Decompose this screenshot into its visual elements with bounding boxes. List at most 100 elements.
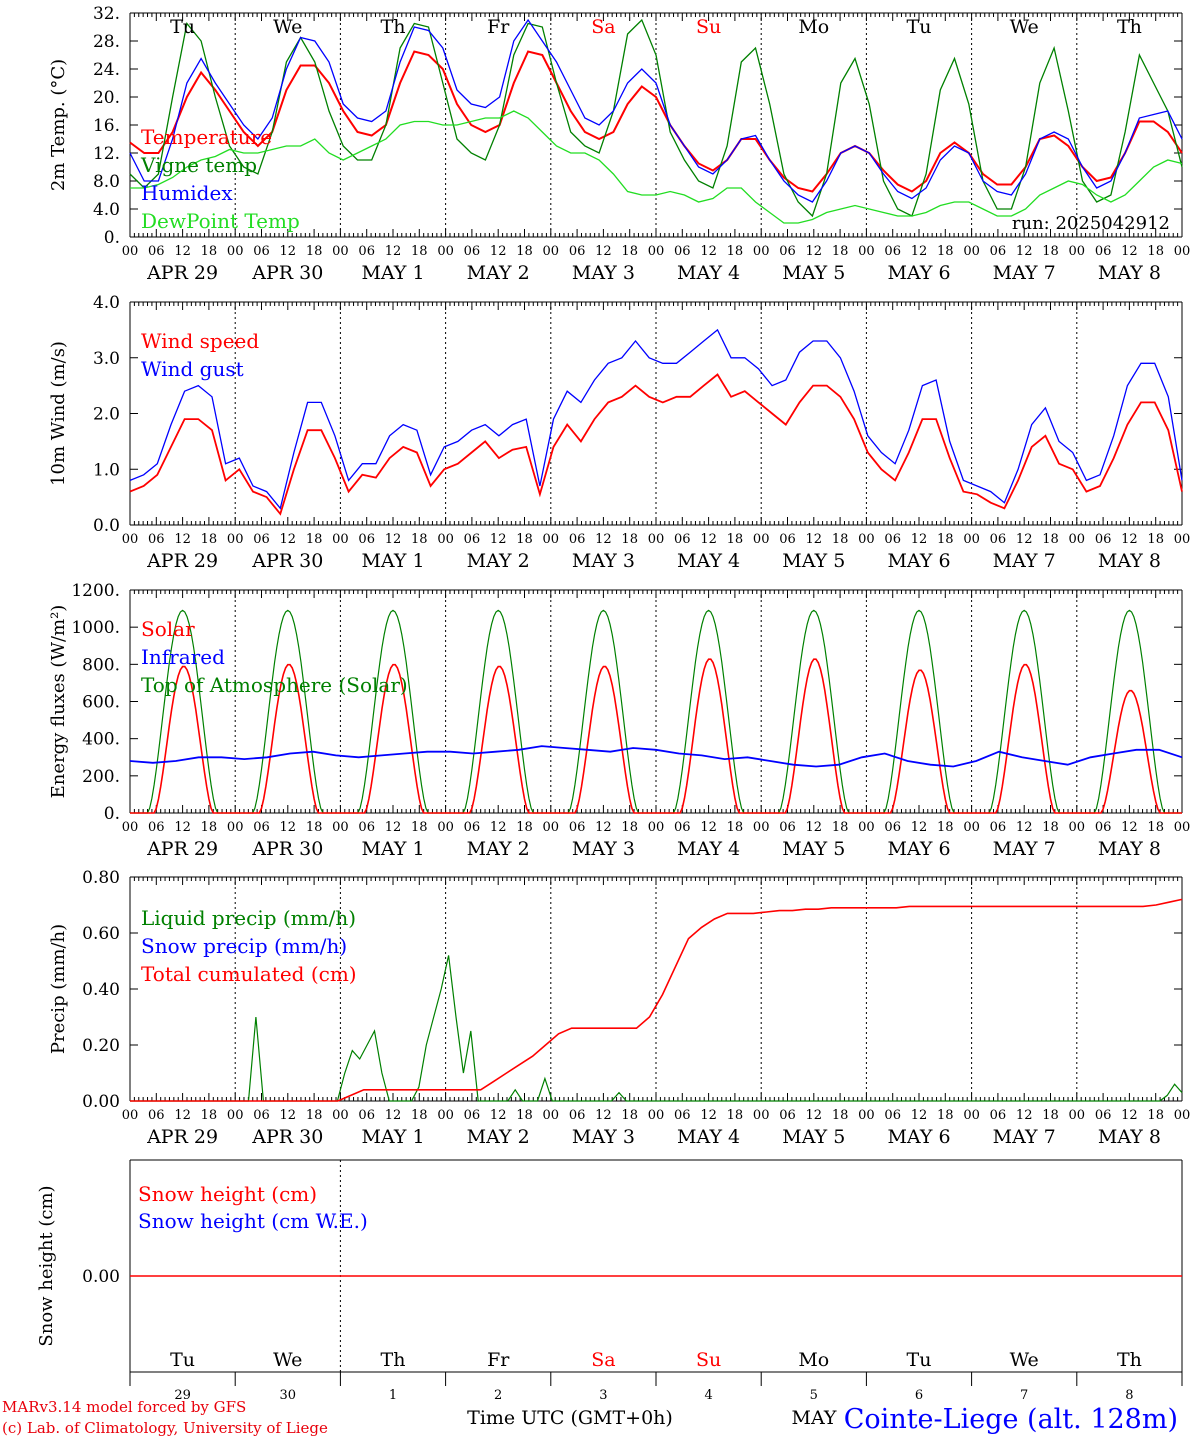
hour-tick-label: 18	[1042, 244, 1059, 259]
hour-tick-label: 12	[595, 244, 612, 259]
date-label: MAY 7	[993, 1126, 1056, 1148]
hour-tick-label: 06	[884, 532, 901, 547]
hour-tick-label: 18	[411, 244, 428, 259]
hour-tick-label: 12	[280, 820, 297, 835]
legend-entry: Liquid precip (mm/h)	[141, 906, 356, 930]
y-tick-label: 600.	[82, 693, 120, 713]
hour-tick-label: 06	[569, 244, 586, 259]
y-tick-label: 0.	[104, 804, 120, 824]
series-line-infrared	[129, 745, 1183, 768]
date-label: APR 30	[251, 550, 323, 572]
panel-1: 00 06 12 18 APR 29 00 06 12 18 APR 30 00 06 12 18 MAY …	[48, 4, 1190, 284]
hour-tick-label: 12	[1121, 820, 1138, 835]
series-line-solar	[130, 658, 1182, 814]
day-of-week-label: Su	[696, 1349, 721, 1371]
series-line-humidex	[129, 18, 1183, 203]
date-label: MAY 1	[361, 1126, 424, 1148]
date-label: MAY 8	[1098, 838, 1161, 860]
series-line-wind-gust	[129, 328, 1183, 510]
hour-tick-label: 06	[990, 820, 1007, 835]
hour-tick-label: 12	[700, 1108, 717, 1123]
run-annotation: run: 2025042912	[1012, 213, 1170, 234]
hour-tick-label: 06	[1095, 1108, 1112, 1123]
hour-tick-label: 00	[543, 820, 560, 835]
hour-tick-label: 00	[332, 820, 349, 835]
hour-tick-label: 12	[174, 532, 191, 547]
day-of-week-label: Tu	[170, 1349, 195, 1371]
date-label: MAY 6	[887, 262, 950, 284]
hour-tick-label: 18	[306, 820, 323, 835]
hour-tick-label: 00	[963, 532, 980, 547]
hour-tick-label: 00	[963, 820, 980, 835]
day-of-week-label: Mo	[798, 1349, 829, 1371]
date-label: MAY 5	[782, 262, 845, 284]
hour-tick-label: 12	[700, 820, 717, 835]
hour-tick-label: 06	[884, 244, 901, 259]
date-label: MAY 5	[782, 838, 845, 860]
hour-tick-label: 12	[490, 532, 507, 547]
day-of-week-label: Su	[696, 16, 721, 38]
hour-tick-label: 18	[832, 1108, 849, 1123]
date-label: APR 30	[251, 1126, 323, 1148]
hour-tick-label: 00	[437, 532, 454, 547]
hour-tick-label: 18	[306, 532, 323, 547]
y-tick-label: 28.	[93, 32, 120, 52]
hour-tick-label: 18	[937, 1108, 954, 1123]
day-of-week-label: Th	[381, 16, 406, 38]
hour-tick-label: 00	[227, 1108, 244, 1123]
hour-tick-label: 06	[884, 820, 901, 835]
hour-tick-label: 00	[1174, 244, 1191, 259]
hour-tick-label: 18	[306, 1108, 323, 1123]
date-label: MAY 2	[467, 262, 530, 284]
day-of-week-label: Fr	[487, 16, 510, 38]
hour-tick-label: 06	[569, 820, 586, 835]
panel-3: 00 06 12 18 APR 29 00 06 12 18 APR 30 00 06 12 18 MAY …	[48, 581, 1190, 860]
hour-tick-label: 06	[358, 820, 375, 835]
hour-tick-label: 00	[753, 244, 770, 259]
hour-tick-label: 18	[1042, 1108, 1059, 1123]
hour-tick-label: 18	[727, 244, 744, 259]
hour-tick-label: 18	[411, 532, 428, 547]
hour-tick-label: 00	[963, 1108, 980, 1123]
hour-tick-label: 00	[648, 820, 665, 835]
day-number-label: 8	[1125, 1388, 1133, 1403]
hour-tick-label: 06	[674, 244, 691, 259]
series-line-temperature	[129, 50, 1183, 193]
legend-entry: Top of Atmosphere (Solar)	[141, 673, 408, 697]
day-of-week-label: Fr	[487, 1349, 510, 1371]
hour-tick-label: 12	[806, 1108, 823, 1123]
hour-tick-label: 18	[621, 244, 638, 259]
hour-tick-label: 12	[490, 244, 507, 259]
day-of-week-label: Th	[1117, 1349, 1142, 1371]
hour-tick-label: 18	[516, 820, 533, 835]
hour-tick-label: 18	[727, 532, 744, 547]
date-label: APR 29	[146, 262, 218, 284]
date-label: MAY 1	[361, 262, 424, 284]
hour-tick-label: 00	[1069, 820, 1086, 835]
legend-entry: Total cumulated (cm)	[141, 962, 357, 986]
hour-tick-label: 00	[858, 1108, 875, 1123]
legend-entry: Wind gust	[141, 357, 244, 381]
hour-tick-label: 18	[937, 532, 954, 547]
y-tick-label: 0.80	[82, 868, 120, 888]
hour-tick-label: 06	[779, 1108, 796, 1123]
legend-entry: Solar	[141, 617, 195, 641]
hour-tick-label: 06	[779, 820, 796, 835]
hour-tick-label: 06	[990, 244, 1007, 259]
y-tick-label: 0.0	[93, 516, 120, 536]
hour-tick-label: 18	[201, 244, 218, 259]
hour-tick-label: 06	[148, 532, 165, 547]
hour-tick-label: 06	[1095, 820, 1112, 835]
day-of-week-label: Mo	[798, 16, 829, 38]
hour-tick-label: 06	[674, 532, 691, 547]
hour-tick-label: 06	[253, 820, 270, 835]
hour-tick-label: 18	[201, 532, 218, 547]
hour-tick-label: 00	[648, 532, 665, 547]
day-number-label: 4	[704, 1388, 712, 1403]
hour-tick-label: 00	[1174, 532, 1191, 547]
y-tick-label: 1000.	[71, 618, 120, 638]
hour-tick-label: 18	[832, 532, 849, 547]
date-label: MAY 8	[1098, 550, 1161, 572]
hour-tick-label: 12	[1121, 244, 1138, 259]
day-of-week-label: Sa	[591, 16, 615, 38]
